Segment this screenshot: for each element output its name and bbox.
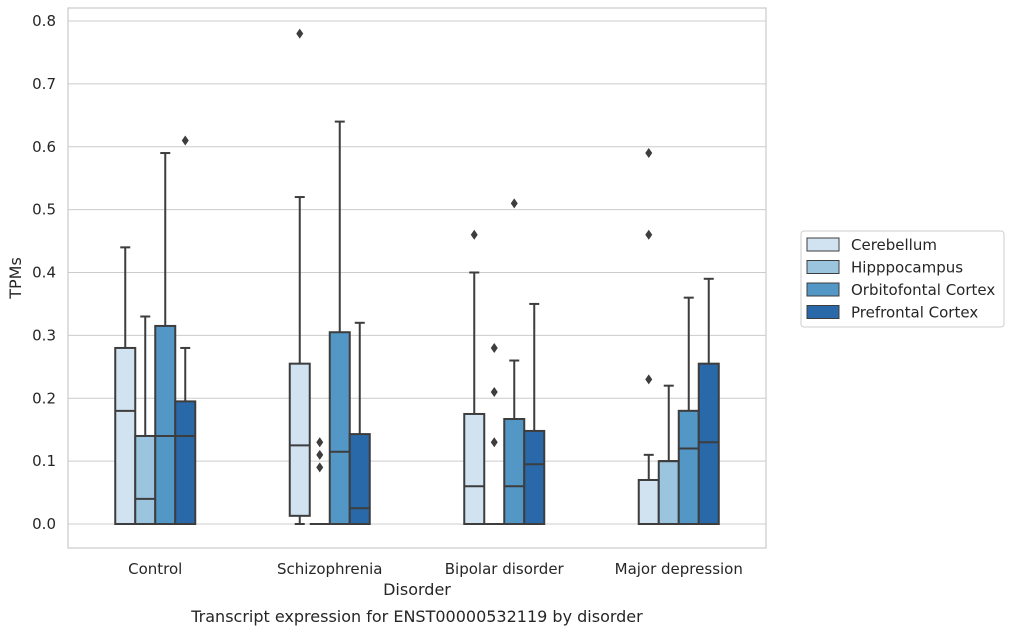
outlier-point [181,135,189,146]
box-cerebellum [288,28,311,525]
legend: Cerebellum Hipppocampus Orbitofontal Corte… [800,230,1005,328]
x-tick-label: Bipolar disorder [445,560,565,578]
legend-swatch [806,282,840,297]
box [134,434,157,526]
box-prefrontal-cortex [697,277,720,526]
legend-swatch [806,237,840,252]
outlier-point [490,437,498,448]
x-axis-label: Disorder [383,580,451,599]
legend-frame [800,230,1005,328]
y-tick-label: 0.2 [32,389,56,407]
box [697,362,720,526]
outlier-point [645,229,653,240]
x-tick-label: Schizophrenia [277,560,382,578]
outlier-point [490,386,498,397]
outlier-point [316,462,324,473]
box-hipppocampus [484,342,505,525]
legend-swatch [806,260,840,274]
box-orbitofontal-cortex [503,198,526,525]
chart-caption: Transcript expression for ENST0000053211… [190,607,643,626]
box-prefrontal-cortex [348,321,371,525]
box [288,362,311,517]
box-hipppocampus [309,437,330,525]
y-axis-label: TPMs [6,257,25,300]
box [348,433,371,525]
legend-label: Hipppocampus [851,259,963,277]
box-hipppocampus [657,384,680,525]
box-prefrontal-cortex [174,135,197,525]
box [114,346,137,526]
outlier-point [490,342,498,353]
y-tick-label: 0.5 [32,201,56,219]
outlier-point [510,198,518,209]
box-prefrontal-cortex [523,302,546,526]
box [328,331,351,526]
box [657,460,680,525]
box [637,478,660,525]
box [154,324,177,525]
box [677,409,700,526]
y-tick-label: 0.1 [32,452,56,470]
box [523,429,546,526]
legend-label: Prefrontal Cortex [851,304,978,322]
y-axis-ticks: 0.0 0.1 0.2 0.3 0.4 0.5 0.6 0.7 0.8 [32,12,56,533]
box [463,412,486,525]
outlier-point [645,374,653,385]
box [503,417,526,525]
legend-label: Orbitofontal Cortex [851,281,995,299]
y-tick-label: 0.3 [32,326,56,344]
outlier-point [316,449,324,460]
box-series [114,28,720,526]
legend-label: Cerebellum [851,236,937,254]
box [174,400,197,525]
x-axis-ticks: Control Schizophrenia Bipolar disorder Majo… [128,560,743,578]
y-tick-label: 0.7 [32,75,56,93]
outlier-point [470,229,478,240]
box-cerebellum [463,229,486,525]
x-tick-label: Control [128,560,182,578]
box-orbitofontal-cortex [328,120,351,526]
outlier-point [296,28,304,39]
y-tick-label: 0.6 [32,138,56,156]
y-tick-label: 0.8 [32,12,56,30]
y-tick-label: 0.4 [32,264,56,282]
x-tick-label: Major depression [615,560,743,578]
box-hipppocampus [134,315,157,526]
outlier-point [645,148,653,159]
outlier-point [316,437,324,448]
legend-swatch [806,305,840,319]
y-tick-label: 0.0 [32,515,56,533]
